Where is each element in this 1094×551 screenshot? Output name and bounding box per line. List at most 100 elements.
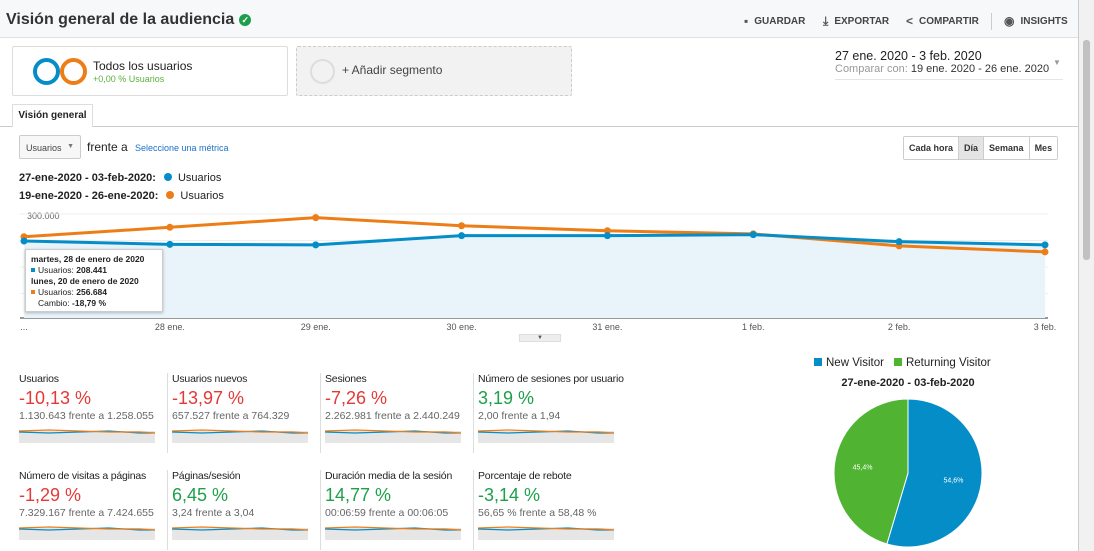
metric-select[interactable]: Usuarios ▼ xyxy=(19,135,81,159)
data-point[interactable] xyxy=(1041,248,1049,256)
tab-overview[interactable]: Visión general xyxy=(12,104,93,127)
metric-change: -1,29 % xyxy=(19,485,82,505)
data-point[interactable] xyxy=(166,223,174,231)
metric-card[interactable]: Duración media de la sesión 14,77 % 00:0… xyxy=(320,470,473,550)
divider xyxy=(167,373,168,453)
pie-slice-label: 54,6% xyxy=(943,478,963,485)
data-point[interactable] xyxy=(312,214,320,222)
x-tick-label: 30 ene. xyxy=(447,322,477,332)
tooltip-label: Usuarios: xyxy=(38,265,74,275)
metric-comparison: 7.329.167 frente a 7.424.655 xyxy=(19,507,154,519)
period-hourly-button[interactable]: Cada hora xyxy=(904,137,960,159)
tooltip-date-previous: lunes, 20 de enero de 2020 xyxy=(31,276,139,286)
data-point[interactable] xyxy=(1041,241,1049,249)
date-range-picker[interactable]: 27 ene. 2020 - 3 feb. 2020 Comparar con:… xyxy=(835,49,1063,80)
data-point[interactable] xyxy=(749,231,757,239)
x-tick-label: 3 feb. xyxy=(1034,322,1057,332)
segment-all-users[interactable]: Todos los usuarios +0,00 % Usuarios xyxy=(12,46,288,96)
data-point[interactable] xyxy=(458,222,466,230)
scrollbar-thumb[interactable] xyxy=(1083,40,1090,260)
share-button[interactable]: < COMPARTIR xyxy=(906,14,979,28)
pie-slice-label: 45,4% xyxy=(853,464,873,471)
page-title-text: Visión general de la audiencia xyxy=(6,11,235,28)
metric-change: -7,26 % xyxy=(325,388,388,408)
metric-comparison: 00:06:59 frente a 00:06:05 xyxy=(325,507,449,519)
data-point[interactable] xyxy=(603,232,611,240)
metric-change: -10,13 % xyxy=(19,388,92,408)
insights-label: INSIGHTS xyxy=(1020,15,1068,27)
tooltip-label: Usuarios: xyxy=(38,287,74,297)
metric-card[interactable]: Número de visitas a páginas -1,29 % 7.32… xyxy=(19,470,167,550)
metric-comparison: 1.130.643 frente a 1.258.055 xyxy=(19,410,154,422)
metric-name: Número de sesiones por usuario xyxy=(478,373,624,385)
metric-card[interactable]: Usuarios -10,13 % 1.130.643 frente a 1.2… xyxy=(19,373,167,453)
x-tick-label: 2 feb. xyxy=(888,322,911,332)
metric-comparison: 2.262.981 frente a 2.440.249 xyxy=(325,410,460,422)
metric-name: Sesiones xyxy=(325,373,367,385)
metric-change: -13,97 % xyxy=(172,388,245,408)
metric-card[interactable]: Número de sesiones por usuario 3,19 % 2,… xyxy=(473,373,626,453)
insights-button[interactable]: ◉ INSIGHTS xyxy=(1004,14,1068,28)
orange-square-icon xyxy=(31,290,35,294)
export-label: EXPORTAR xyxy=(834,16,890,27)
x-tick-label: 1 feb. xyxy=(742,322,765,332)
metric-name: Número de visitas a páginas xyxy=(19,470,147,482)
add-segment-button[interactable]: + Añadir segmento xyxy=(296,46,572,96)
date-range-compare: Comparar con: 19 ene. 2020 - 26 ene. 202… xyxy=(835,63,1063,75)
metric-comparison: 2,00 frente a 1,94 xyxy=(478,410,561,422)
chevron-down-icon[interactable]: ▼ xyxy=(1053,58,1061,67)
pie-title: 27-ene-2020 - 03-feb-2020 xyxy=(841,377,975,389)
pie-slice[interactable] xyxy=(886,398,983,548)
metric-card[interactable]: Porcentaje de rebote -3,14 % 56,65 % fre… xyxy=(473,470,626,550)
legend-period: 27-ene-2020 - 03-feb-2020: xyxy=(19,172,156,184)
chart-resize-handle[interactable]: ▼ xyxy=(519,334,561,342)
data-point[interactable] xyxy=(166,240,174,248)
period-week-button[interactable]: Semana xyxy=(984,137,1030,159)
metric-select-value: Usuarios xyxy=(26,143,62,153)
save-icon: ▪ xyxy=(744,14,749,28)
caret-down-icon: ▼ xyxy=(67,143,74,150)
x-tick-label: 29 ene. xyxy=(301,322,331,332)
metric-change: -3,14 % xyxy=(478,485,541,505)
legend-new-visitor[interactable]: New Visitor xyxy=(814,357,884,369)
tooltip-change-label: Cambio: xyxy=(38,298,70,308)
blue-square-icon xyxy=(31,268,35,272)
segment-ring-blue-icon xyxy=(33,58,60,85)
data-point[interactable] xyxy=(458,232,466,240)
legend-series: Usuarios xyxy=(180,190,224,202)
x-axis: ... 28 ene. 29 ene. 30 ene. 31 ene. 1 feb. 2 f… xyxy=(20,322,1056,332)
line-chart: 300.000 ... 28 ene. 29 ene. 30 ene. 31 ene. 1… xyxy=(20,211,1056,332)
data-point[interactable] xyxy=(895,238,903,246)
legend-label: New Visitor xyxy=(826,357,884,369)
legend-label: Returning Visitor xyxy=(905,357,991,369)
metric-change: 3,19 % xyxy=(478,388,535,408)
data-point[interactable] xyxy=(20,237,28,245)
pie-slice[interactable] xyxy=(833,398,909,545)
metric-card[interactable]: Usuarios nuevos -13,97 % 657.527 frente … xyxy=(167,373,320,453)
period-month-button[interactable]: Mes xyxy=(1029,137,1058,159)
metric-comparison: 3,24 frente a 3,04 xyxy=(172,507,255,519)
legend-current: 27-ene-2020 - 03-feb-2020: Usuarios xyxy=(19,172,221,184)
metric-card[interactable]: Páginas/sesión 6,45 % 3,24 frente a 3,04 xyxy=(167,470,320,550)
page-header: Visión general de la audiencia ✓ ▪ GUARDAR… xyxy=(0,0,1078,38)
legend-returning-visitor[interactable]: Returning Visitor xyxy=(893,357,991,369)
data-point[interactable] xyxy=(312,241,320,249)
data-point[interactable] xyxy=(603,227,611,235)
x-tick-label: 28 ene. xyxy=(155,322,185,332)
select-metric-link[interactable]: Seleccione una métrica xyxy=(135,143,229,153)
series-line xyxy=(23,216,1046,254)
tooltip-change: -18,79 % xyxy=(72,298,107,308)
metric-name: Usuarios nuevos xyxy=(172,373,248,385)
pie-chart: 54,6% 45,4% xyxy=(833,398,983,548)
share-label: COMPARTIR xyxy=(919,15,979,27)
save-button[interactable]: ▪ GUARDAR xyxy=(744,14,805,28)
blue-square-icon xyxy=(814,358,822,366)
share-icon: < xyxy=(906,14,914,28)
scrollbar[interactable] xyxy=(1078,0,1094,551)
metric-card[interactable]: Sesiones -7,26 % 2.262.981 frente a 2.44… xyxy=(320,373,473,453)
export-button[interactable]: ⤓ EXPORTAR xyxy=(823,14,889,29)
x-tick-label: 31 ene. xyxy=(592,322,622,332)
tooltip-date-current: martes, 28 de enero de 2020 xyxy=(31,254,145,264)
period-day-button[interactable]: Día xyxy=(959,137,985,159)
legend-series: Usuarios xyxy=(177,172,222,184)
